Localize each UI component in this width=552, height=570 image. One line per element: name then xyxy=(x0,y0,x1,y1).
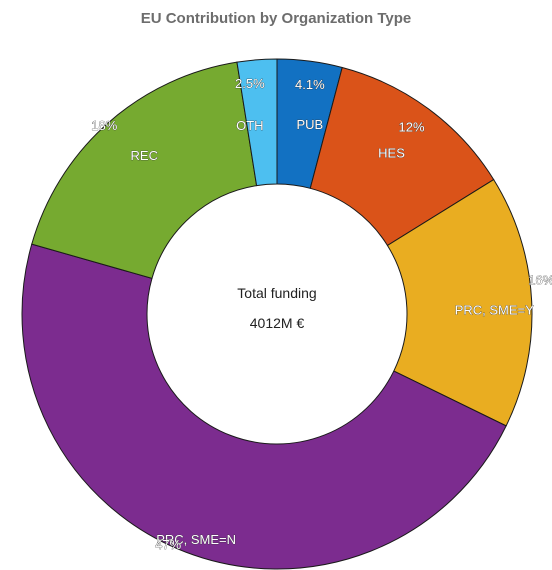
slice-label: HES xyxy=(378,145,405,160)
slice-value-label: 18% xyxy=(91,118,117,133)
slice-value-label: 16% xyxy=(528,272,552,287)
slice-label: PRC, SME=N xyxy=(156,532,236,547)
slice-label: OTH xyxy=(236,118,263,133)
slice-prc-sme-n[interactable] xyxy=(21,243,507,570)
slice-label: REC xyxy=(131,148,158,163)
center-value: 4012M € xyxy=(250,315,305,331)
slice-oth[interactable] xyxy=(236,58,278,187)
slice-rec[interactable] xyxy=(31,61,258,279)
slice-value-label: 12% xyxy=(399,119,425,134)
chart-title: EU Contribution by Organization Type xyxy=(140,10,412,27)
slice-labels: PUB 4.1% HES 12% PRC, SME=Y 16% PRC, SME=N47% R… xyxy=(91,76,552,552)
slice-label: PRC, SME=Y xyxy=(455,302,534,317)
center-label: Total funding xyxy=(237,285,316,301)
donut-slices xyxy=(21,58,533,570)
slice-value-label: 47% xyxy=(155,537,181,552)
slice-label: PUB xyxy=(296,117,323,132)
slice-value-label: 2.5% xyxy=(235,76,265,91)
slice-prc-sme-y[interactable] xyxy=(386,178,533,427)
slice-value-label: 4.1% xyxy=(295,77,325,92)
